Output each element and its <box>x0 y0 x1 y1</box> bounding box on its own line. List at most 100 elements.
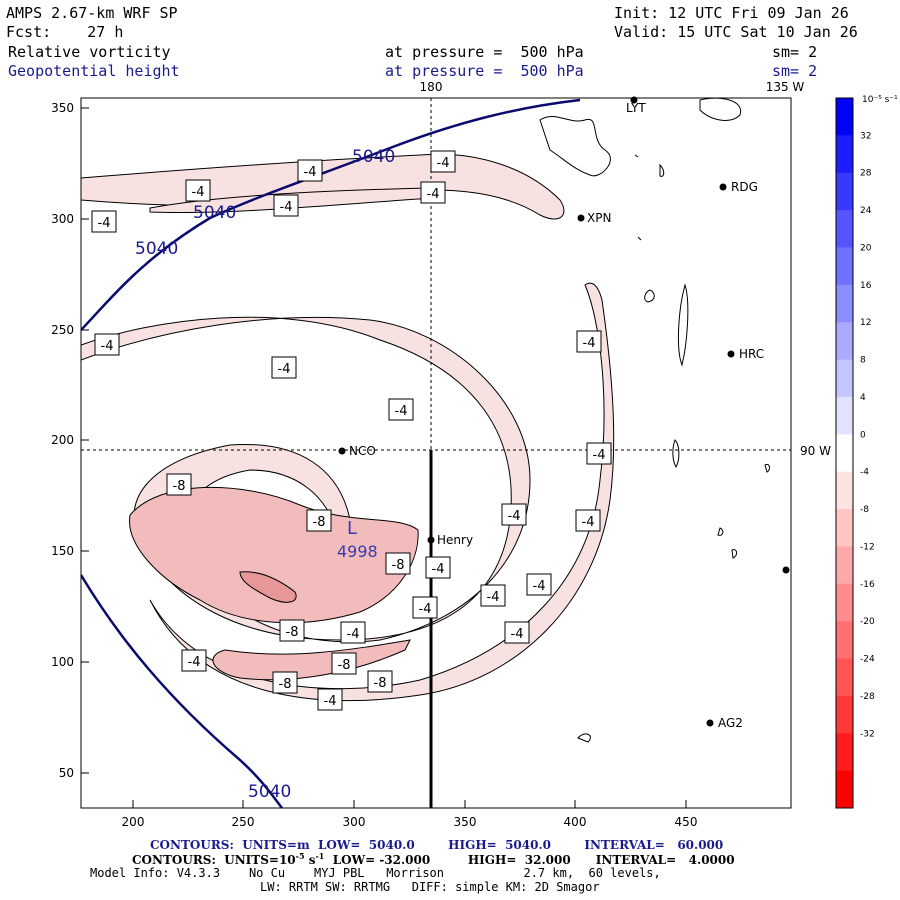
colorbar-swatch <box>836 770 853 809</box>
vorticity-label-text: -4 <box>533 579 546 594</box>
vorticity-contour-label: -4 <box>271 356 297 379</box>
station-marker <box>719 183 727 191</box>
colorbar-swatch <box>836 135 853 174</box>
vorticity-contour-label: -4 <box>412 596 438 619</box>
forecast-hour: Fcst: 27 h <box>6 23 124 41</box>
colorbar-swatch <box>836 509 853 547</box>
vorticity-contour-label: -4 <box>420 181 446 204</box>
vorticity-label-text: -8 <box>279 677 292 692</box>
vorticity-label-text: -4 <box>101 339 114 354</box>
x-tick-label: 450 <box>675 815 698 829</box>
vorticity-contour-label: -8 <box>306 509 332 532</box>
vorticity-label-text: -4 <box>324 694 337 709</box>
low-center-letter: L <box>347 518 357 539</box>
field1-smoothing: sm= 2 <box>772 43 818 61</box>
station-label-lyt: LYT <box>626 101 646 115</box>
colorbar-swatch <box>836 733 853 772</box>
vorticity-contour-label: -4 <box>430 150 456 173</box>
vorticity-label-text: -4 <box>395 404 408 419</box>
vorticity-label-text: -4 <box>432 562 445 577</box>
vorticity-contour-label: -4 <box>91 210 117 233</box>
footer-vort-range: LOW= -32.000 HIGH= 32.000 INTERVAL= 4.00… <box>324 853 735 867</box>
colorbar-label: 28 <box>860 169 872 179</box>
station-label-hrc: HRC <box>739 347 764 361</box>
height-contour-5040-south <box>81 574 283 808</box>
vorticity-contour-label: -4 <box>480 584 506 607</box>
vorticity-core-minus8-lower <box>212 639 411 681</box>
x-tick-label: 350 <box>454 815 477 829</box>
meridian-label-135w: 135 W <box>766 80 805 94</box>
x-tick-label: 300 <box>343 815 366 829</box>
colorbar-swatch <box>836 471 853 510</box>
colorbar-swatch <box>836 247 853 286</box>
y-axis: 350 300 250 200 150 100 50 <box>51 101 74 780</box>
colorbar-swatch <box>836 172 853 211</box>
vorticity-contour-label: -4 <box>297 159 323 182</box>
footer-height-contours: CONTOURS: UNITS=m LOW= 5040.0 HIGH= 5040… <box>150 838 724 852</box>
colorbar-label: -32 <box>860 729 875 739</box>
colorbar-swatch <box>836 546 853 585</box>
station-label-xpn: XPN <box>587 211 611 225</box>
x-tick-label: 400 <box>564 815 587 829</box>
vorticity-contour-label: -4 <box>501 503 527 526</box>
vorticity-spiral-outer <box>149 282 615 702</box>
x-tick-label: 250 <box>232 815 255 829</box>
valid-time: Valid: 15 UTC Sat 10 Jan 26 <box>614 23 858 41</box>
vorticity-label-text: -8 <box>286 625 299 640</box>
colorbar-label: 0 <box>860 430 866 440</box>
vorticity-label-text: -4 <box>192 185 205 200</box>
vorticity-contour-label: -4 <box>340 621 366 644</box>
vorticity-label-text: -4 <box>582 515 595 530</box>
vorticity-label-text: -4 <box>278 362 291 377</box>
field2-level: at pressure = 500 hPa <box>385 62 584 80</box>
y-tick-label: 300 <box>51 212 74 226</box>
vorticity-contour-label: -4 <box>181 649 207 672</box>
vorticity-contour-label: -4 <box>425 556 451 579</box>
station-marker <box>338 447 346 455</box>
station-label-rdg: RDG <box>731 180 758 194</box>
height-labels: 5040 5040 5040 5040 <box>135 147 395 802</box>
height-label: 5040 <box>248 782 291 802</box>
colorbar-label: 4 <box>860 393 866 403</box>
station-label-nco: NCO <box>349 444 376 458</box>
vorticity-label-text: -8 <box>313 515 326 530</box>
colorbar-label: 32 <box>860 131 871 141</box>
footer-units-s: s <box>304 853 316 867</box>
vorticity-contour-label: -4 <box>575 509 601 532</box>
vorticity-contour-label: -8 <box>166 473 192 496</box>
vorticity-label-text: -8 <box>173 479 186 494</box>
vorticity-label-text: -4 <box>508 509 521 524</box>
height-contour-5040-north <box>81 98 581 331</box>
y-tick-label: 100 <box>51 655 74 669</box>
colorbar-label: -4 <box>860 468 869 478</box>
station-marker <box>727 350 735 358</box>
field1-name: Relative vorticity <box>8 43 171 61</box>
vorticity-contour-label: -4 <box>94 333 120 356</box>
colorbar-label: 20 <box>860 243 872 253</box>
colorbar-label: 16 <box>860 281 872 291</box>
station-label-ag2: AG2 <box>718 716 743 730</box>
vorticity-label-text: -4 <box>593 448 606 463</box>
footer-model-info: Model Info: V4.3.3 No Cu MYJ PBL Morriso… <box>90 866 661 880</box>
height-label: 5040 <box>352 147 395 167</box>
vorticity-contour-label: -8 <box>272 671 298 694</box>
parallel-label-90w: 90 W <box>800 444 831 458</box>
colorbar-swatch <box>836 210 853 248</box>
y-tick-label: 200 <box>51 433 74 447</box>
footer-units-base: CONTOURS: UNITS=10 <box>132 853 296 867</box>
tick-marks <box>81 107 687 808</box>
colorbar-swatch <box>836 396 853 435</box>
meridian-label-180: 180 <box>420 80 443 94</box>
colorbar-frame <box>835 97 854 809</box>
vorticity-label-text: -4 <box>583 336 596 351</box>
vorticity-core-minus8 <box>129 486 419 624</box>
init-time: Init: 12 UTC Fri 09 Jan 26 <box>614 4 849 22</box>
colorbar-swatch <box>836 621 853 660</box>
x-tick-label: 200 <box>122 815 145 829</box>
vorticity-label-text: -4 <box>511 627 524 642</box>
colorbar-label: -8 <box>860 505 869 515</box>
vorticity-core-minus12 <box>239 571 297 603</box>
low-center-value: 4998 <box>337 542 378 561</box>
footer-physics-info: LW: RRTM SW: RRTMG DIFF: simple KM: 2D S… <box>260 880 600 894</box>
